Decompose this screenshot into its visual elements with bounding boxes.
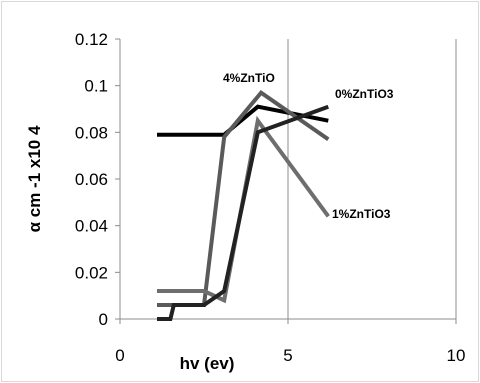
x-tick-label-2: 10 — [447, 346, 466, 365]
tick-labels: 0 0.02 0.04 0.06 0.08 0.1 0.12 0 5 10 — [75, 30, 466, 365]
axes — [115, 38, 457, 324]
series-labels: 0%ZnTiO3 4%ZnTiO 1%ZnTiO3 — [223, 71, 394, 221]
y-axis-title: α cm -1 x10 4 — [25, 125, 44, 232]
vertical-gridlines — [287, 39, 457, 319]
y-tick-label-4: 0.08 — [75, 123, 108, 142]
y-tick-label-6: 0.12 — [75, 30, 108, 49]
series-label-2: 1%ZnTiO3 — [332, 207, 391, 221]
series-line-3 — [157, 104, 329, 321]
series-label-1: 4%ZnTiO — [223, 71, 275, 85]
y-tick-label-0: 0 — [99, 310, 108, 329]
x-tick-label-1: 5 — [283, 346, 292, 365]
y-tick-label-1: 0.02 — [75, 263, 108, 282]
series-lines — [156, 90, 330, 321]
series-line-1 — [157, 90, 330, 307]
y-tick-label-2: 0.04 — [75, 217, 108, 236]
series-label-0: 0%ZnTiO3 — [335, 87, 394, 101]
y-tick-label-3: 0.06 — [75, 170, 108, 189]
y-tick-label-5: 0.1 — [84, 77, 108, 96]
x-axis-title: hv (ev) — [180, 354, 235, 373]
x-tick-label-0: 0 — [115, 346, 124, 365]
